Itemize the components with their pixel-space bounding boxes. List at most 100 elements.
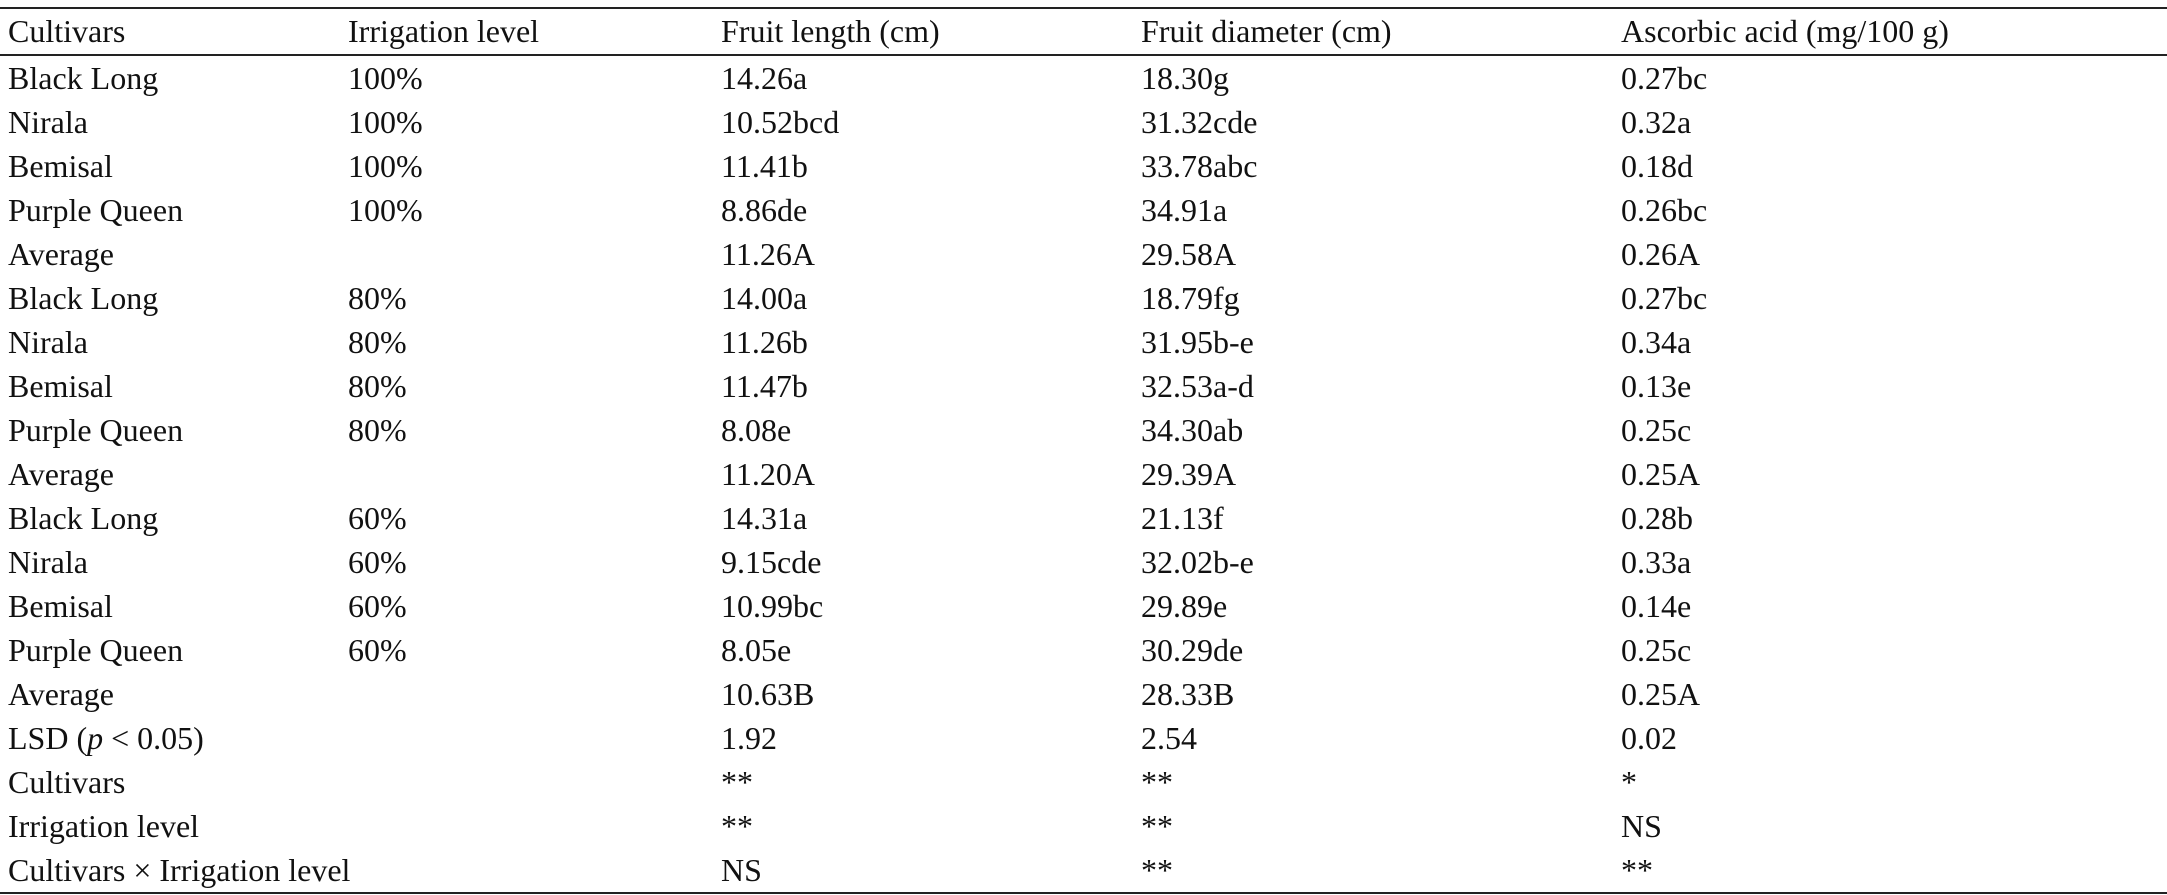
table-row: Nirala 80% 11.26b 31.95b-e 0.34a bbox=[0, 320, 2167, 364]
cell-text: < 0.05) bbox=[103, 719, 204, 756]
table-cell: 28.33B bbox=[1141, 675, 1235, 712]
table-cell: 80% bbox=[348, 279, 407, 316]
table-cell: Cultivars bbox=[8, 763, 126, 800]
table-cell: 1.92 bbox=[721, 719, 777, 756]
table-cell: Average bbox=[8, 455, 114, 492]
table-cell: ** bbox=[1141, 763, 1173, 800]
table-cell: 100% bbox=[348, 191, 423, 228]
table-cell: LSD (p < 0.05) bbox=[0, 716, 340, 760]
table-cell: 8.08e bbox=[721, 411, 792, 448]
table-cell: Nirala bbox=[8, 543, 88, 580]
table-cell bbox=[340, 232, 713, 276]
header-cell: Ascorbic acid (mg/100 g) bbox=[1621, 13, 1949, 49]
table-row: Black Long 80% 14.00a 18.79fg 0.27bc bbox=[0, 276, 2167, 320]
table-cell: Bemisal bbox=[8, 147, 113, 184]
table-cell bbox=[340, 848, 713, 893]
table-cell: 29.89e bbox=[1141, 587, 1228, 624]
table-cell: 14.00a bbox=[721, 279, 808, 316]
table-cell: Nirala bbox=[8, 103, 88, 140]
table-cell: Black Long bbox=[8, 499, 159, 536]
table-cell: 18.30g bbox=[1141, 59, 1229, 96]
table-cell: 33.78abc bbox=[1141, 147, 1258, 184]
table-cell: Nirala bbox=[8, 323, 88, 360]
table-cell: * bbox=[1621, 763, 1637, 800]
table-cell: 0.14e bbox=[1621, 587, 1692, 624]
table-cell: NS bbox=[721, 851, 762, 888]
header-cell: Fruit length (cm) bbox=[721, 13, 940, 49]
cell-text: p bbox=[87, 719, 104, 756]
table-cell: 8.86de bbox=[721, 191, 808, 228]
table-cell: 0.34a bbox=[1621, 323, 1692, 360]
table-cell: 11.20A bbox=[721, 455, 815, 492]
table-row: Irrigation level ** ** NS bbox=[0, 804, 2167, 848]
table-cell: 0.28b bbox=[1621, 499, 1693, 536]
table-cell: 0.13e bbox=[1621, 367, 1692, 404]
table-cell: 0.26bc bbox=[1621, 191, 1708, 228]
table-cell: 100% bbox=[348, 147, 423, 184]
table-row: Average 11.20A 29.39A 0.25A bbox=[0, 452, 2167, 496]
table-cell: Purple Queen bbox=[8, 411, 184, 448]
table-cell: Black Long bbox=[8, 59, 159, 96]
table-cell: 8.05e bbox=[721, 631, 792, 668]
table-cell: 0.27bc bbox=[1621, 59, 1708, 96]
table-row: Black Long 60% 14.31a 21.13f 0.28b bbox=[0, 496, 2167, 540]
table-cell: Average bbox=[8, 235, 114, 272]
table-cell: Purple Queen bbox=[8, 631, 184, 668]
table-cell: 60% bbox=[348, 543, 407, 580]
table-cell: Irrigation level bbox=[8, 807, 200, 844]
table-cell: 21.13f bbox=[1141, 499, 1224, 536]
table-cell: 0.02 bbox=[1621, 719, 1677, 756]
table-cell: Average bbox=[8, 675, 114, 712]
table-cell: Bemisal bbox=[8, 367, 113, 404]
table-row: Purple Queen 80% 8.08e 34.30ab 0.25c bbox=[0, 408, 2167, 452]
table-cell: 0.27bc bbox=[1621, 279, 1708, 316]
table-cell: 32.02b-e bbox=[1141, 543, 1254, 580]
table-cell: Cultivars × Irrigation level bbox=[8, 851, 351, 888]
table-cell: 14.26a bbox=[721, 59, 808, 96]
table-cell: 0.25A bbox=[1621, 455, 1701, 492]
table-row: LSD (p < 0.05) 1.92 2.54 0.02 bbox=[0, 716, 2167, 760]
table-row: Purple Queen 100% 8.86de 34.91a 0.26bc bbox=[0, 188, 2167, 232]
table-cell: ** bbox=[721, 763, 753, 800]
table-cell: 80% bbox=[348, 367, 407, 404]
table-cell bbox=[340, 804, 713, 848]
table-cell: 10.52bcd bbox=[721, 103, 840, 140]
table-cell: ** bbox=[1621, 851, 1653, 888]
table-cell: 10.99bc bbox=[721, 587, 824, 624]
table-cell: 0.25A bbox=[1621, 675, 1701, 712]
table-cell: NS bbox=[1621, 807, 1662, 844]
header-cell: Fruit diameter (cm) bbox=[1141, 13, 1392, 49]
table-cell: 0.32a bbox=[1621, 103, 1692, 140]
table-cell: 29.58A bbox=[1141, 235, 1237, 272]
table-cell: 80% bbox=[348, 323, 407, 360]
table-cell: 14.31a bbox=[721, 499, 808, 536]
table-cell: 34.91a bbox=[1141, 191, 1228, 228]
table-cell: ** bbox=[1141, 851, 1173, 888]
table-body: Black Long 100% 14.26a 18.30g 0.27bc Nirala 10… bbox=[0, 55, 2167, 893]
table-cell: Bemisal bbox=[8, 587, 113, 624]
table-cell: 9.15cde bbox=[721, 543, 822, 580]
table-cell: 31.95b-e bbox=[1141, 323, 1254, 360]
table-cell: 11.47b bbox=[721, 367, 808, 404]
table-row: Black Long 100% 14.26a 18.30g 0.27bc bbox=[0, 55, 2167, 100]
table-cell: 0.18d bbox=[1621, 147, 1693, 184]
table-row: Average 10.63B 28.33B 0.25A bbox=[0, 672, 2167, 716]
table-cell: 100% bbox=[348, 59, 423, 96]
table-cell: Purple Queen bbox=[8, 191, 184, 228]
table-cell bbox=[340, 672, 713, 716]
table-row: Purple Queen 60% 8.05e 30.29de 0.25c bbox=[0, 628, 2167, 672]
table-cell: 32.53a-d bbox=[1141, 367, 1254, 404]
table-cell: 0.25c bbox=[1621, 631, 1692, 668]
table-cell: 11.26A bbox=[721, 235, 815, 272]
table-row: Cultivars ** ** * bbox=[0, 760, 2167, 804]
table-cell: 2.54 bbox=[1141, 719, 1197, 756]
data-table: Cultivars Irrigation level Fruit length (c… bbox=[0, 7, 2167, 894]
table-cell: 60% bbox=[348, 587, 407, 624]
table-cell bbox=[340, 716, 713, 760]
table-cell: ** bbox=[721, 807, 753, 844]
table-row: Nirala 60% 9.15cde 32.02b-e 0.33a bbox=[0, 540, 2167, 584]
table-cell: 11.41b bbox=[721, 147, 808, 184]
table-row: Bemisal 60% 10.99bc 29.89e 0.14e bbox=[0, 584, 2167, 628]
table-row: Nirala 100% 10.52bcd 31.32cde 0.32a bbox=[0, 100, 2167, 144]
